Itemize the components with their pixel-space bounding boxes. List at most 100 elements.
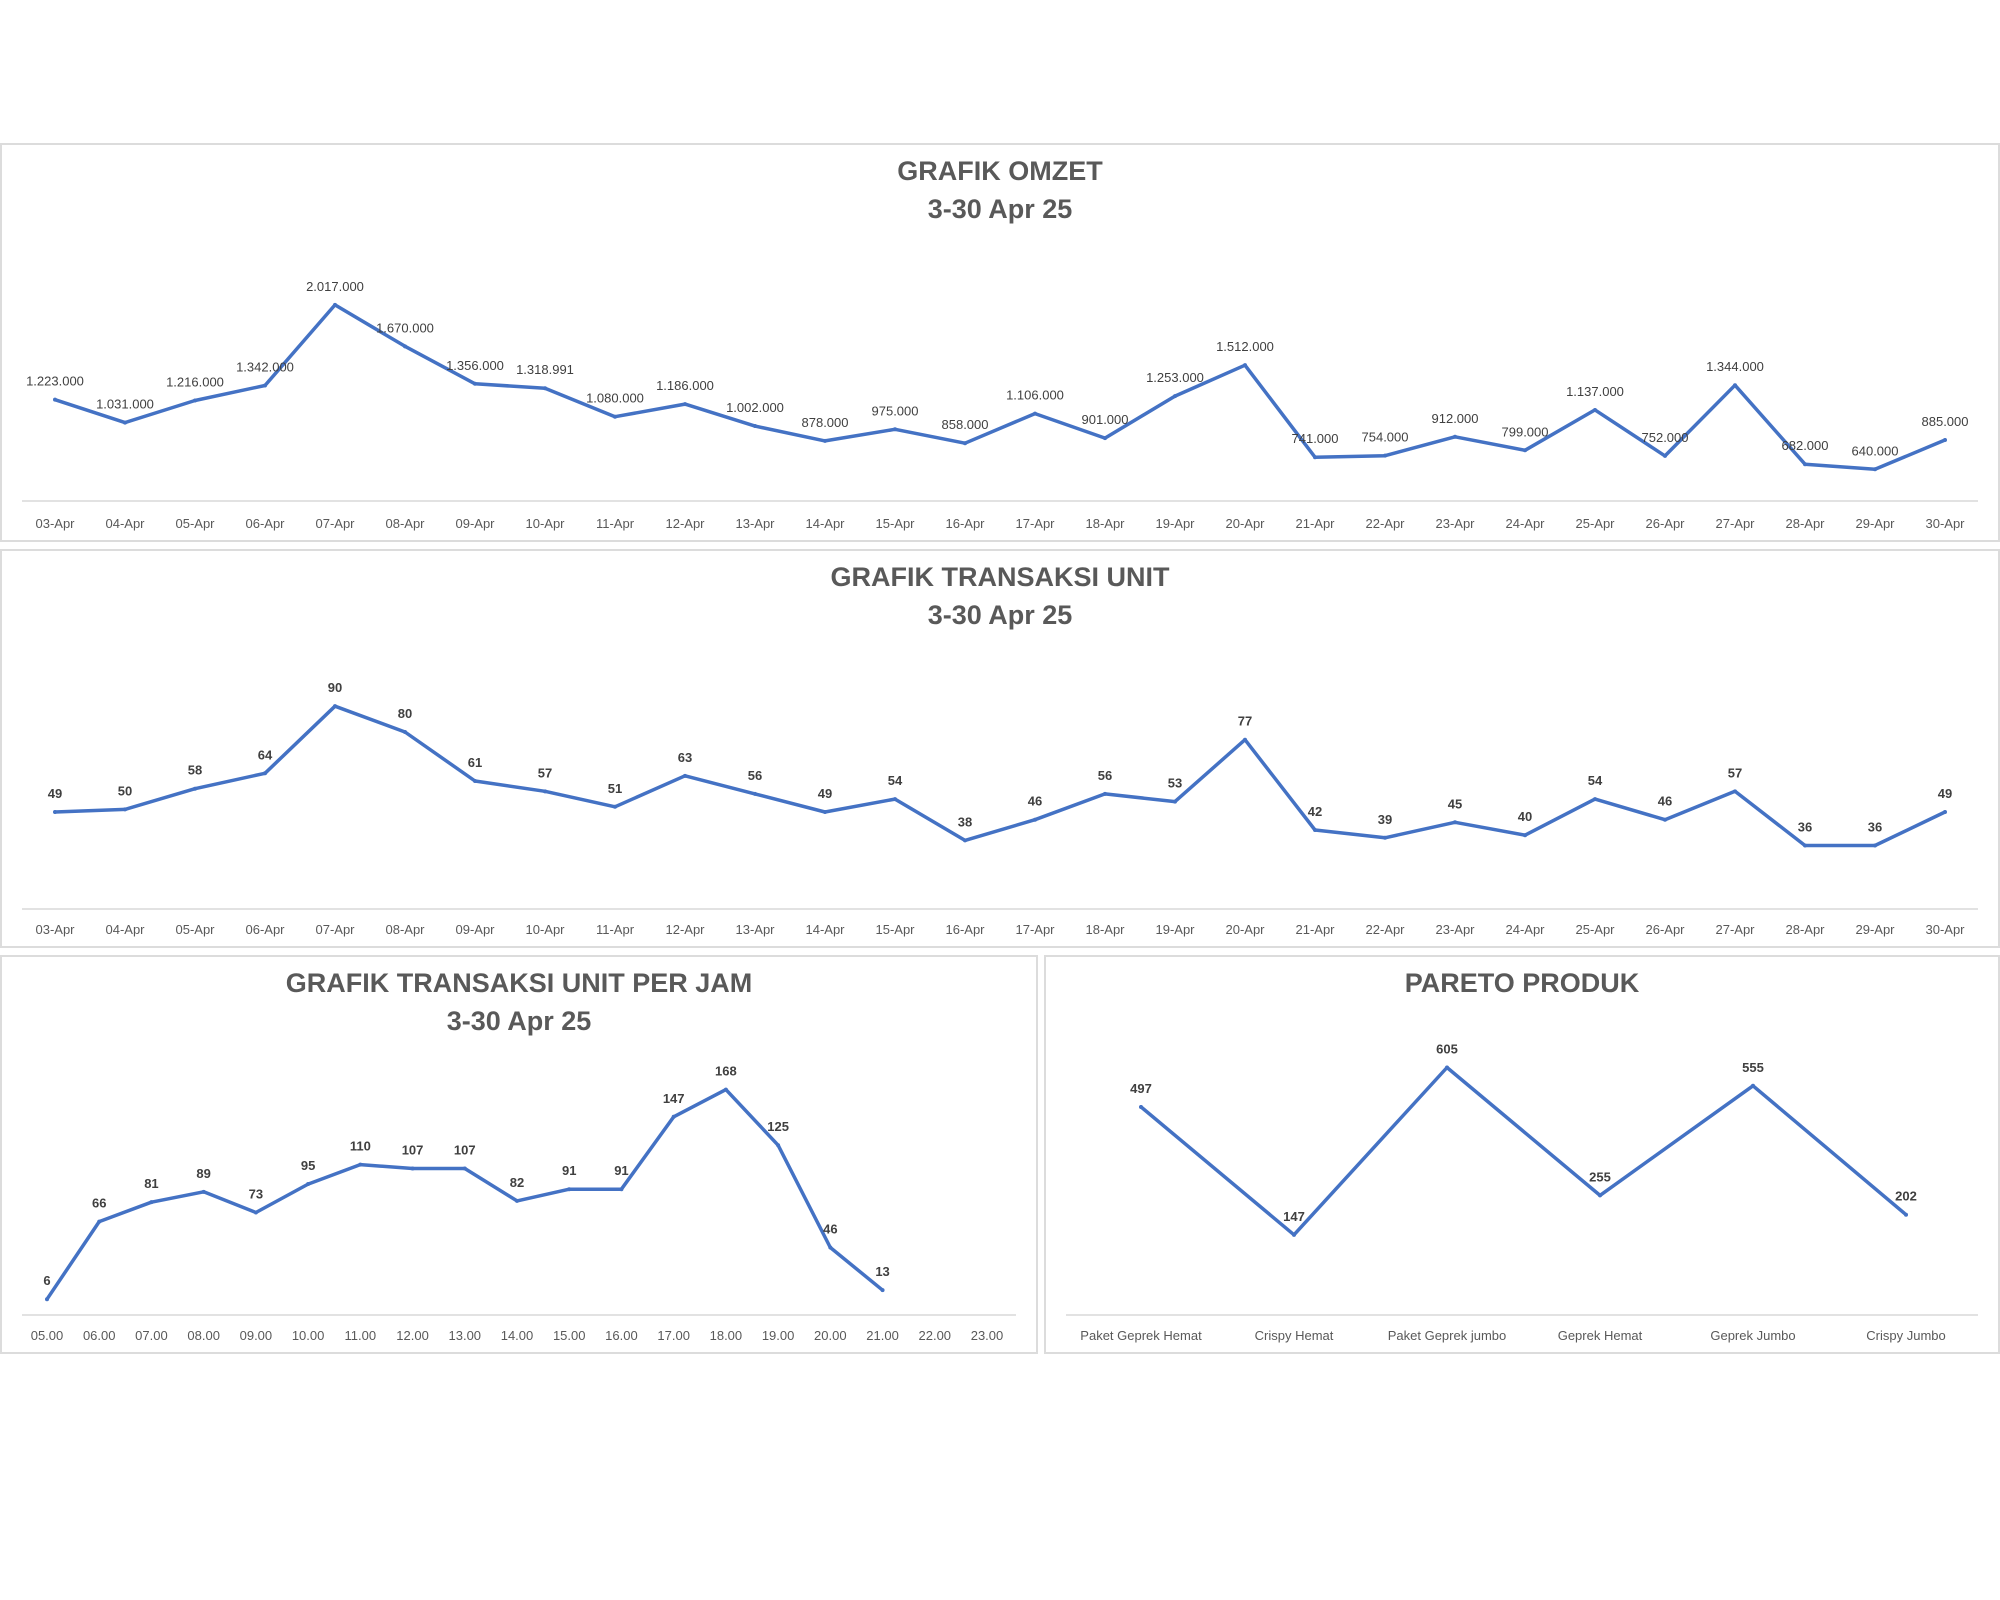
x-tick-label: 27-Apr	[1715, 516, 1755, 531]
data-point	[1453, 434, 1457, 439]
data-label: 45	[1448, 796, 1462, 811]
data-point	[149, 1200, 154, 1205]
data-label: 36	[1798, 820, 1812, 835]
data-point	[1313, 828, 1317, 833]
data-label: 36	[1868, 820, 1882, 835]
data-point	[753, 791, 757, 796]
chart-panel-omzet: GRAFIK OMZET 3-30 Apr 25 03-Apr 04-Apr 05-Ap…	[0, 143, 2000, 542]
data-label: 56	[1098, 768, 1112, 783]
data-label: 13	[875, 1264, 889, 1279]
data-point	[1243, 737, 1247, 742]
data-point	[1523, 448, 1527, 453]
data-label: 497	[1130, 1081, 1152, 1096]
data-point	[1313, 455, 1317, 460]
chart-perjam: GRAFIK TRANSAKSI UNIT PER JAM 3-30 Apr 25…	[22, 968, 1016, 1343]
x-tick-label: 16-Apr	[945, 922, 985, 937]
x-tick-label: 23.00	[971, 1328, 1004, 1343]
data-label: 1.342.000	[236, 359, 294, 374]
x-tick-label: 16.00	[605, 1328, 638, 1343]
x-tick-label: 09-Apr	[455, 516, 495, 531]
x-tick-label: 23-Apr	[1435, 922, 1475, 937]
data-label: 741.000	[1292, 431, 1339, 446]
data-point	[543, 789, 547, 794]
data-point	[1453, 820, 1457, 825]
data-label: 858.000	[942, 417, 989, 432]
x-tick-label: 22-Apr	[1365, 516, 1405, 531]
data-point	[462, 1166, 467, 1171]
x-tick-label: 22.00	[919, 1328, 952, 1343]
x-tick-label: 26-Apr	[1645, 516, 1685, 531]
data-label: 51	[608, 781, 622, 796]
data-label: 754.000	[1362, 430, 1409, 445]
data-label: 2.017.000	[306, 279, 364, 294]
data-label: 46	[1658, 794, 1672, 809]
data-label: 125	[767, 1119, 789, 1134]
x-tick-label: 28-Apr	[1785, 516, 1825, 531]
x-tick-label: 03-Apr	[35, 516, 75, 531]
data-label: 1.253.000	[1146, 370, 1204, 385]
data-label: 73	[249, 1187, 263, 1202]
x-tick-label: Paket Geprek Hemat	[1080, 1328, 1202, 1343]
data-label: 901.000	[1082, 412, 1129, 427]
data-label: 56	[748, 768, 762, 783]
data-point	[1943, 438, 1947, 443]
data-label: 799.000	[1502, 424, 1549, 439]
data-label: 1.002.000	[726, 400, 784, 415]
data-point	[403, 729, 407, 734]
chart-subtitle: 3-30 Apr 25	[928, 194, 1073, 224]
data-label: 255	[1589, 1169, 1611, 1184]
data-point	[1033, 817, 1037, 822]
data-point	[193, 786, 197, 791]
x-tick-label: 11.00	[345, 1328, 377, 1343]
data-label: 95	[301, 1158, 315, 1173]
data-label: 50	[118, 783, 132, 798]
data-label: 202	[1895, 1189, 1917, 1204]
data-point	[1733, 789, 1737, 794]
x-tick-label: Geprek Jumbo	[1710, 1328, 1795, 1343]
data-point	[97, 1219, 102, 1224]
data-point	[1139, 1104, 1143, 1109]
chart-title: GRAFIK OMZET	[897, 156, 1103, 186]
data-point	[963, 838, 967, 843]
data-point	[823, 809, 827, 814]
data-point	[753, 424, 757, 429]
data-point	[403, 344, 407, 349]
data-label: 1.216.000	[166, 375, 224, 390]
x-tick-label: 03-Apr	[35, 922, 75, 937]
data-label: 57	[1728, 765, 1742, 780]
x-tick-label: 07-Apr	[315, 516, 355, 531]
data-point	[1445, 1065, 1449, 1070]
data-label: 89	[196, 1166, 210, 1181]
data-label: 975.000	[872, 403, 919, 418]
series-line	[53, 704, 1947, 848]
data-label: 46	[823, 1221, 837, 1236]
data-point	[823, 438, 827, 443]
x-tick-label: 12.00	[396, 1328, 429, 1343]
series-line	[1139, 1065, 1908, 1237]
data-label: 54	[1588, 773, 1603, 788]
data-point	[201, 1189, 206, 1194]
data-label: 885.000	[1922, 414, 1969, 429]
data-point	[613, 804, 617, 809]
chart-title: GRAFIK TRANSAKSI UNIT	[831, 562, 1170, 592]
data-label: 1.670.000	[376, 320, 434, 335]
data-label: 63	[678, 750, 692, 765]
data-label: 77	[1238, 714, 1252, 729]
data-label: 107	[402, 1143, 424, 1158]
x-tick-label: 27-Apr	[1715, 922, 1755, 937]
x-tick-label: 28-Apr	[1785, 922, 1825, 937]
x-tick-label: 05.00	[31, 1328, 64, 1343]
data-point	[1523, 833, 1527, 838]
data-point	[893, 427, 897, 432]
x-tick-label: 29-Apr	[1855, 516, 1895, 531]
x-tick-label: 08-Apr	[385, 516, 425, 531]
x-tick-label: 30-Apr	[1925, 516, 1965, 531]
x-tick-label: 13.00	[449, 1328, 482, 1343]
data-point	[1943, 809, 1947, 814]
x-tick-label: 10-Apr	[525, 516, 565, 531]
data-label: 682.000	[1782, 438, 1829, 453]
x-tick-label: 20-Apr	[1225, 922, 1265, 937]
data-point	[123, 807, 127, 812]
data-label: 110	[350, 1139, 371, 1154]
data-point	[776, 1143, 781, 1148]
